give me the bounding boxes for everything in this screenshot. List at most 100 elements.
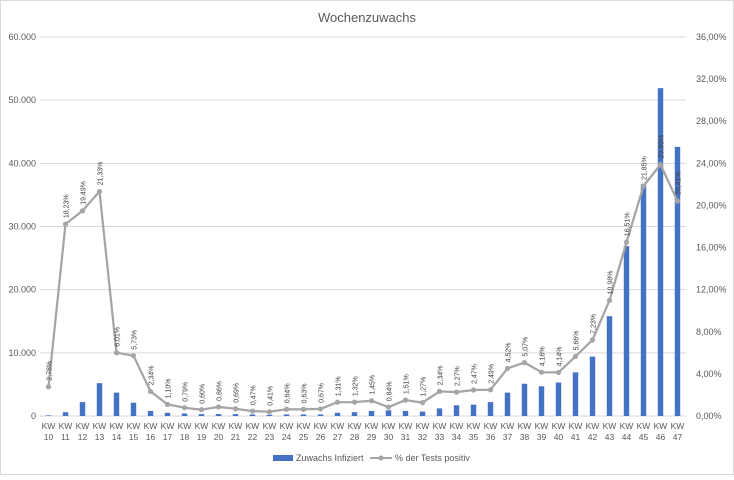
bar-kw-20 (215, 414, 222, 416)
bar-kw-38 (521, 383, 528, 416)
positivity-data-label: 4,14% (557, 347, 564, 367)
bar-kw-21 (232, 414, 239, 416)
positivity-point (674, 198, 681, 204)
positivity-data-label: 2,34% (148, 366, 155, 386)
positivity-data-label: 6,01% (115, 327, 122, 347)
positivity-point (249, 408, 256, 414)
x-tick-label: KW 24 (280, 421, 294, 442)
bar-kw-24 (283, 414, 290, 416)
bar-kw-30 (385, 410, 392, 416)
x-tick-label: KW 47 (671, 421, 685, 442)
x-tick-label: KW 11 (59, 421, 73, 442)
positivity-data-label: 1,31% (336, 376, 343, 396)
positivity-point (606, 297, 613, 304)
y-right-tick-label: 32,00% (696, 74, 727, 84)
positivity-point (215, 404, 222, 410)
bar-kw-37 (504, 392, 511, 416)
positivity-data-label: 1,45% (370, 375, 377, 395)
bar-kw-23 (266, 414, 273, 416)
bar-kw-47 (674, 146, 681, 416)
bar-kw-27 (334, 412, 341, 416)
y-right-tick-label: 0,00% (696, 411, 722, 421)
positivity-data-label: 5,73% (131, 330, 138, 350)
x-tick-label: KW 27 (331, 421, 345, 442)
positivity-data-label: 0,64% (284, 383, 291, 403)
positivity-data-label: 10,98% (608, 271, 615, 295)
bar-kw-31 (402, 410, 409, 416)
bar-kw-33 (436, 408, 443, 416)
positivity-point (45, 384, 52, 390)
positivity-point (385, 404, 392, 410)
positivity-data-label: 19,49% (81, 181, 88, 205)
positivity-data-label: 0,63% (301, 384, 308, 404)
bar-kw-28 (351, 412, 358, 416)
positivity-data-label: 0,69% (234, 383, 241, 403)
x-tick-label: KW 21 (229, 421, 243, 442)
positivity-data-label: 2,34% (437, 366, 444, 386)
x-tick-label: KW 45 (637, 421, 651, 442)
y-left-tick-label: 30.000 (8, 222, 36, 232)
positivity-point (130, 353, 137, 359)
bar-kw-42 (589, 356, 596, 416)
x-tick-label: KW 34 (450, 421, 464, 442)
x-tick-label: KW 18 (178, 421, 192, 442)
legend-swatch-bars (273, 455, 293, 461)
x-tick-label: KW 36 (484, 421, 498, 442)
positivity-point (351, 399, 358, 405)
positivity-point (300, 406, 307, 412)
y-right-tick-label: 12,00% (696, 285, 727, 295)
positivity-point (640, 183, 647, 189)
x-tick-label: KW 26 (314, 421, 328, 442)
bar-kw-17 (164, 412, 171, 416)
positivity-point (419, 400, 426, 406)
positivity-data-label: 0,67% (319, 383, 326, 403)
x-tick-label: KW 28 (348, 421, 362, 442)
x-tick-label: KW 35 (467, 421, 481, 442)
chart-title: Wochenzuwachs (318, 10, 417, 25)
x-tick-label: KW 23 (263, 421, 277, 442)
bar-kw-36 (487, 402, 494, 416)
x-tick-label: KW 17 (161, 421, 175, 442)
positivity-point (283, 406, 290, 412)
positivity-data-label: 1,51% (404, 374, 411, 394)
y-right-tick-label: 16,00% (696, 243, 727, 253)
positivity-point (368, 398, 375, 404)
positivity-data-label: 4,52% (506, 343, 513, 363)
positivity-point (436, 388, 443, 394)
x-tick-label: KW 19 (195, 421, 209, 442)
y-right-tick-label: 8,00% (696, 327, 722, 337)
bar-kw-15 (130, 402, 137, 416)
x-tick-label: KW 14 (110, 421, 124, 442)
x-tick-label: KW 20 (212, 421, 226, 442)
bar-kw-14 (113, 392, 120, 416)
positivity-point (470, 387, 477, 393)
positivity-data-label: 21,33% (98, 162, 105, 186)
x-tick-label: KW 31 (399, 421, 413, 442)
positivity-point (402, 397, 409, 403)
positivity-point (487, 387, 494, 393)
x-tick-label: KW 29 (365, 421, 379, 442)
x-tick-label: KW 12 (76, 421, 90, 442)
positivity-point (164, 401, 171, 408)
bar-kw-32 (419, 411, 426, 416)
bar-kw-10 (45, 415, 52, 416)
bar-kw-44 (623, 246, 630, 416)
positivity-data-label: 2,49% (488, 364, 495, 384)
positivity-data-label: 1,10% (166, 379, 173, 399)
positivity-data-label: 16,51% (624, 212, 631, 236)
x-tick-label: KW 22 (246, 421, 260, 442)
bar-kw-41 (572, 372, 579, 416)
positivity-point (181, 405, 188, 411)
x-tick-label: KW 10 (42, 421, 56, 442)
positivity-point (657, 161, 664, 168)
positivity-data-label: 5,07% (523, 337, 530, 357)
bar-kw-11 (62, 412, 69, 416)
positivity-point (572, 353, 579, 360)
x-tick-label: KW 38 (518, 421, 532, 442)
positivity-data-label: 5,66% (574, 331, 581, 351)
positivity-data-label: 0,60% (199, 384, 206, 404)
x-tick-label: KW 33 (433, 421, 447, 442)
x-tick-label: KW 15 (127, 421, 141, 442)
y-right-tick-label: 4,00% (696, 369, 722, 379)
y-left-tick-label: 50.000 (8, 95, 36, 105)
